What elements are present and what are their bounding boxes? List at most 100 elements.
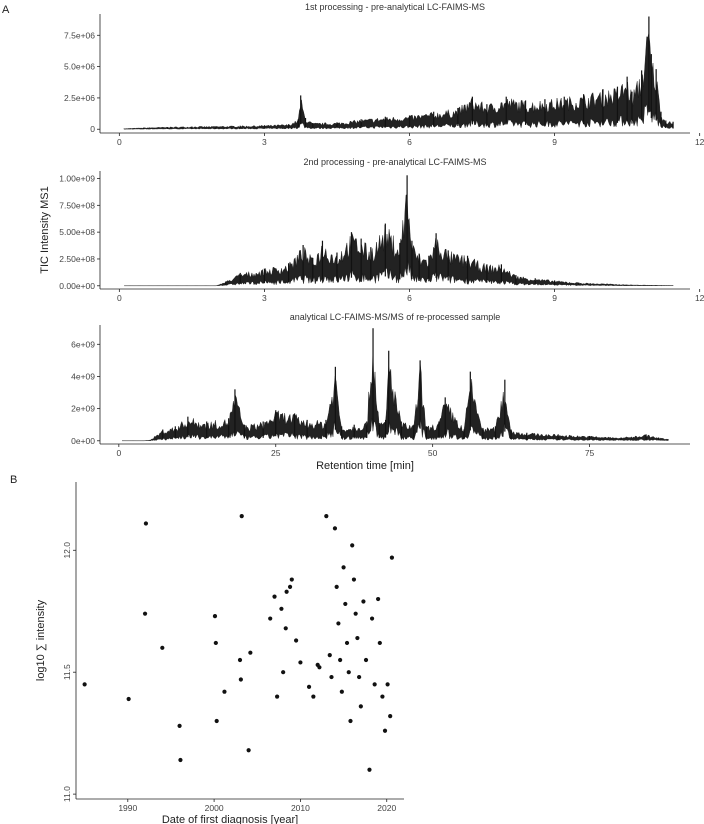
scatter-point <box>275 694 280 699</box>
y-tick-label: 7.50e+08 <box>59 200 95 210</box>
scatter-point <box>238 677 243 682</box>
x-tick-label: 1990 <box>118 803 137 813</box>
y-tick-label: 2.50e+08 <box>59 254 95 264</box>
scatter-point <box>177 723 182 728</box>
scatter-point <box>338 657 343 663</box>
scatter-point <box>82 682 87 687</box>
chart-title: 1st processing - pre-analytical LC-FAIMS… <box>305 2 485 12</box>
scatter-point <box>348 718 353 724</box>
scatter-point <box>237 657 243 663</box>
chart-first-processing: 0 2.5e+06 5.0e+06 7.5e+06 0 3 6 9 12 1st processi… <box>64 2 704 147</box>
scatter-point <box>284 589 289 594</box>
scatter-point <box>346 670 351 675</box>
y-tick-label: 2.5e+06 <box>64 93 95 103</box>
tic-trace <box>124 33 674 130</box>
scatter-point <box>385 682 390 687</box>
y-tick-label: 11.5 <box>62 664 72 680</box>
scatter-point <box>287 584 293 589</box>
scatter-point <box>279 606 284 611</box>
scatter-point <box>306 684 312 689</box>
y-tick-label: 7.5e+06 <box>64 30 95 40</box>
scatter-point <box>213 640 218 646</box>
x-tick-label: 12 <box>695 293 704 303</box>
scatter-point <box>336 621 341 626</box>
scatter-point <box>389 555 395 560</box>
x-tick-label: 6 <box>407 137 412 147</box>
scatter-point <box>369 616 375 621</box>
x-axis-label: Retention time [min] <box>316 460 414 472</box>
x-tick-label: 2020 <box>377 803 396 813</box>
scatter-point <box>343 601 348 607</box>
scatter-point <box>268 616 273 621</box>
scatter-point <box>248 650 253 655</box>
x-tick-label: 9 <box>552 293 557 303</box>
tic-trace <box>122 350 669 441</box>
x-tick-label: 2000 <box>205 803 224 813</box>
x-tick-label: 9 <box>552 137 557 147</box>
scatter-point <box>357 674 362 680</box>
scatter-point <box>372 682 377 687</box>
y-axis-label: TIC Intensity MS1 <box>39 186 51 273</box>
x-tick-label: 0 <box>116 448 121 458</box>
chart-title: 2nd processing - pre-analytical LC-FAIMS… <box>303 157 486 167</box>
x-tick-label: 3 <box>262 293 267 303</box>
scatter-point <box>361 599 366 604</box>
y-tick-label: 5.0e+06 <box>64 62 95 72</box>
scatter-point <box>246 748 251 753</box>
scatter-point <box>350 543 355 548</box>
scatter-point <box>160 645 165 650</box>
scatter-point <box>222 689 227 694</box>
scatter-point <box>367 767 372 772</box>
scatter-point <box>294 638 299 643</box>
scatter-point <box>332 526 338 531</box>
chart-analytical-msms: 0e+00 2e+09 4e+09 6e+09 0 25 50 75 analytical LC… <box>71 312 690 472</box>
y-tick-label: 5.00e+08 <box>59 227 95 237</box>
scatter-point <box>358 704 363 709</box>
y-tick-label: 0.00e+00 <box>59 281 95 291</box>
scatter-point <box>289 577 294 582</box>
scatter-point <box>339 689 344 694</box>
x-tick-label: 3 <box>262 137 267 147</box>
scatter-point <box>324 514 329 519</box>
y-tick-label: 1.00e+09 <box>59 174 95 184</box>
x-tick-label: 75 <box>585 448 595 458</box>
scatter-point <box>298 660 303 665</box>
chart-second-processing: 0.00e+00 2.50e+08 5.00e+08 7.50e+08 1.00e+09… <box>39 157 704 303</box>
x-tick-label: 50 <box>428 448 438 458</box>
scatter-point <box>329 674 334 680</box>
scatter-point <box>351 577 357 582</box>
scatter-point <box>341 565 346 570</box>
scatter-point <box>239 514 244 519</box>
x-tick-label: 25 <box>271 448 281 458</box>
scatter-point <box>311 694 316 699</box>
y-tick-label: 2e+09 <box>71 404 95 414</box>
x-axis-label: Date of first diagnosis [year] <box>162 814 298 824</box>
scatter-point <box>327 653 332 658</box>
scatter-point <box>214 718 219 724</box>
y-tick-label: 0e+00 <box>71 436 95 446</box>
y-tick-label: 4e+09 <box>71 371 95 381</box>
x-tick-label: 6 <box>407 293 412 303</box>
scatter-point <box>272 594 277 599</box>
scatter-point <box>281 670 286 675</box>
scatter-point <box>344 640 350 646</box>
y-tick-label: 12.0 <box>62 542 72 559</box>
x-tick-label: 0 <box>117 137 122 147</box>
x-tick-label: 0 <box>117 293 122 303</box>
scatter-point <box>178 757 183 763</box>
scatter-point <box>283 626 288 631</box>
panel-label-a: A <box>2 4 10 16</box>
scatter-point <box>353 611 358 616</box>
scatter-point <box>334 584 339 589</box>
scatter-point <box>212 614 218 619</box>
scatter-point <box>143 521 149 526</box>
y-tick-label: 6e+09 <box>71 339 95 349</box>
x-tick-label: 2010 <box>291 803 310 813</box>
y-tick-label: 0 <box>90 124 95 134</box>
scatter-point <box>142 611 148 616</box>
scatter-point <box>377 640 382 646</box>
scatter-point <box>126 696 131 702</box>
tic-trace <box>124 194 674 287</box>
scatter-point <box>376 596 381 602</box>
